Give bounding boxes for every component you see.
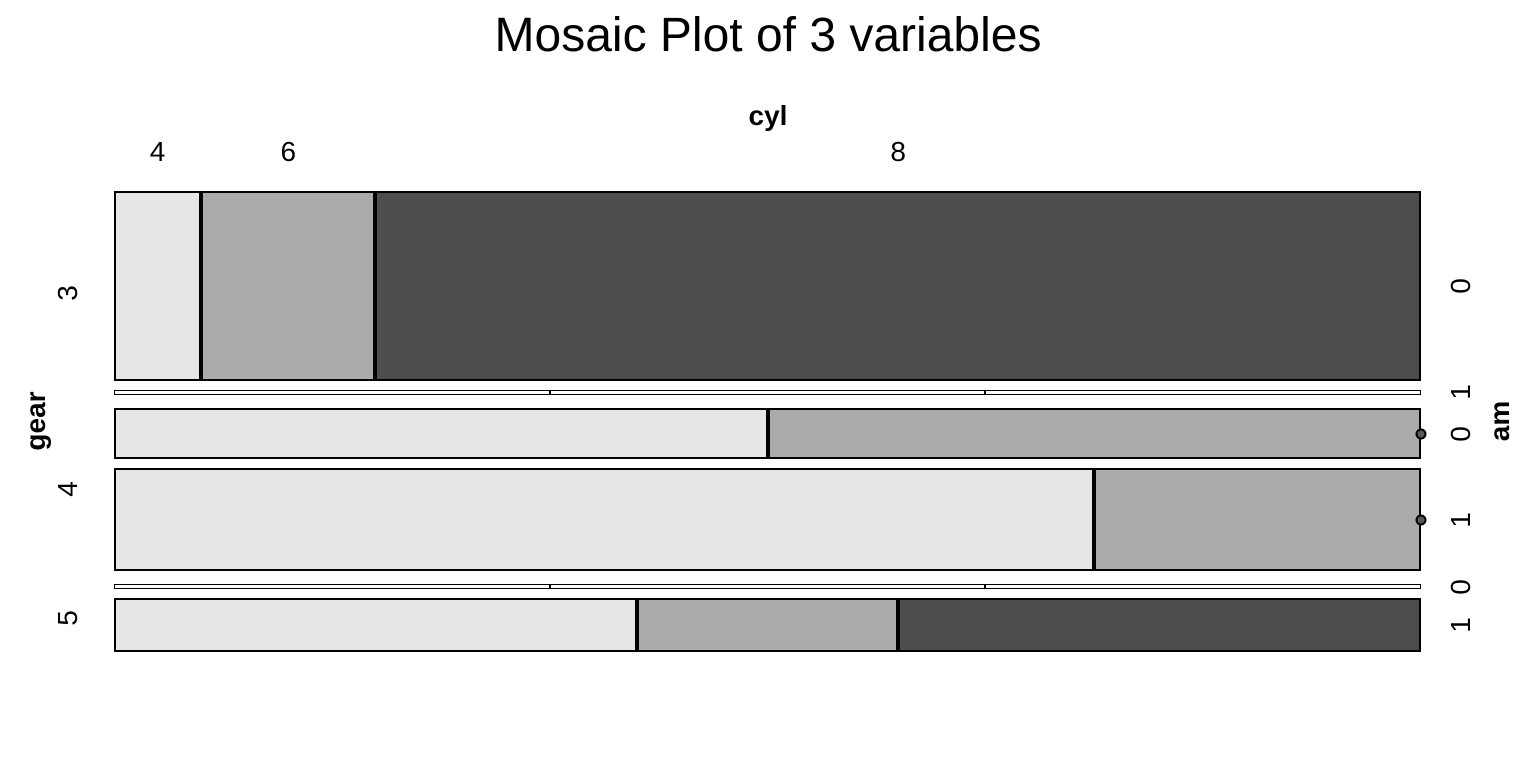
mosaic-cell-gear4-am1-cyl6 (1094, 468, 1421, 572)
mosaic-cell-gear5-am0-cyl4 (114, 584, 550, 590)
left-tick-gear-5: 5 (52, 610, 83, 626)
right-tick-am-0-gear5: 0 (1445, 578, 1476, 595)
mosaic-cell-gear4-am1-cyl4 (114, 468, 1095, 572)
top-tick-cyl-8: 8 (890, 136, 906, 167)
mosaic-cell-gear5-am1-cyl8 (898, 598, 1421, 652)
right-tick-am-1-gear5: 1 (1445, 617, 1476, 633)
mosaic-cell-gear5-am0-cyl6 (549, 584, 986, 590)
top-axis-label-cyl: cyl (748, 100, 788, 131)
top-tick-cyl-6: 6 (280, 136, 297, 167)
mosaic-cell-gear3-am1-cyl4 (114, 389, 550, 395)
mosaic-cell-gear3-am0-cyl8 (375, 191, 1421, 381)
left-axis-label-gear: gear (20, 391, 51, 451)
mosaic-cell-gear5-am1-cyl6 (636, 598, 899, 652)
chart-title: Mosaic Plot of 3 variables (494, 9, 1042, 62)
left-tick-gear-4: 4 (52, 481, 83, 498)
left-tick-gear-3: 3 (52, 285, 83, 301)
right-tick-am-1-gear4: 1 (1445, 511, 1476, 528)
zero-cell-dot-icon (1415, 514, 1427, 526)
mosaic-cell-gear3-am0-cyl4 (114, 191, 202, 381)
right-tick-am-1-gear3: 1 (1445, 384, 1476, 401)
zero-cell-dot-icon (1415, 428, 1427, 440)
right-tick-am-0-gear4: 0 (1445, 425, 1476, 442)
top-tick-cyl-4: 4 (149, 136, 166, 167)
right-axis-label-am: am (1484, 400, 1515, 442)
mosaic-cell-gear3-am1-cyl8 (985, 389, 1421, 395)
mosaic-cell-gear3-am1-cyl6 (549, 389, 986, 395)
mosaic-cell-gear3-am0-cyl6 (201, 191, 376, 381)
mosaic-cell-gear5-am1-cyl4 (114, 598, 637, 652)
mosaic-cell-gear4-am0-cyl4 (114, 407, 768, 460)
right-tick-am-0-gear3: 0 (1445, 278, 1476, 294)
mosaic-cell-gear4-am0-cyl6 (767, 407, 1421, 460)
mosaic-cell-gear5-am0-cyl8 (985, 584, 1421, 590)
